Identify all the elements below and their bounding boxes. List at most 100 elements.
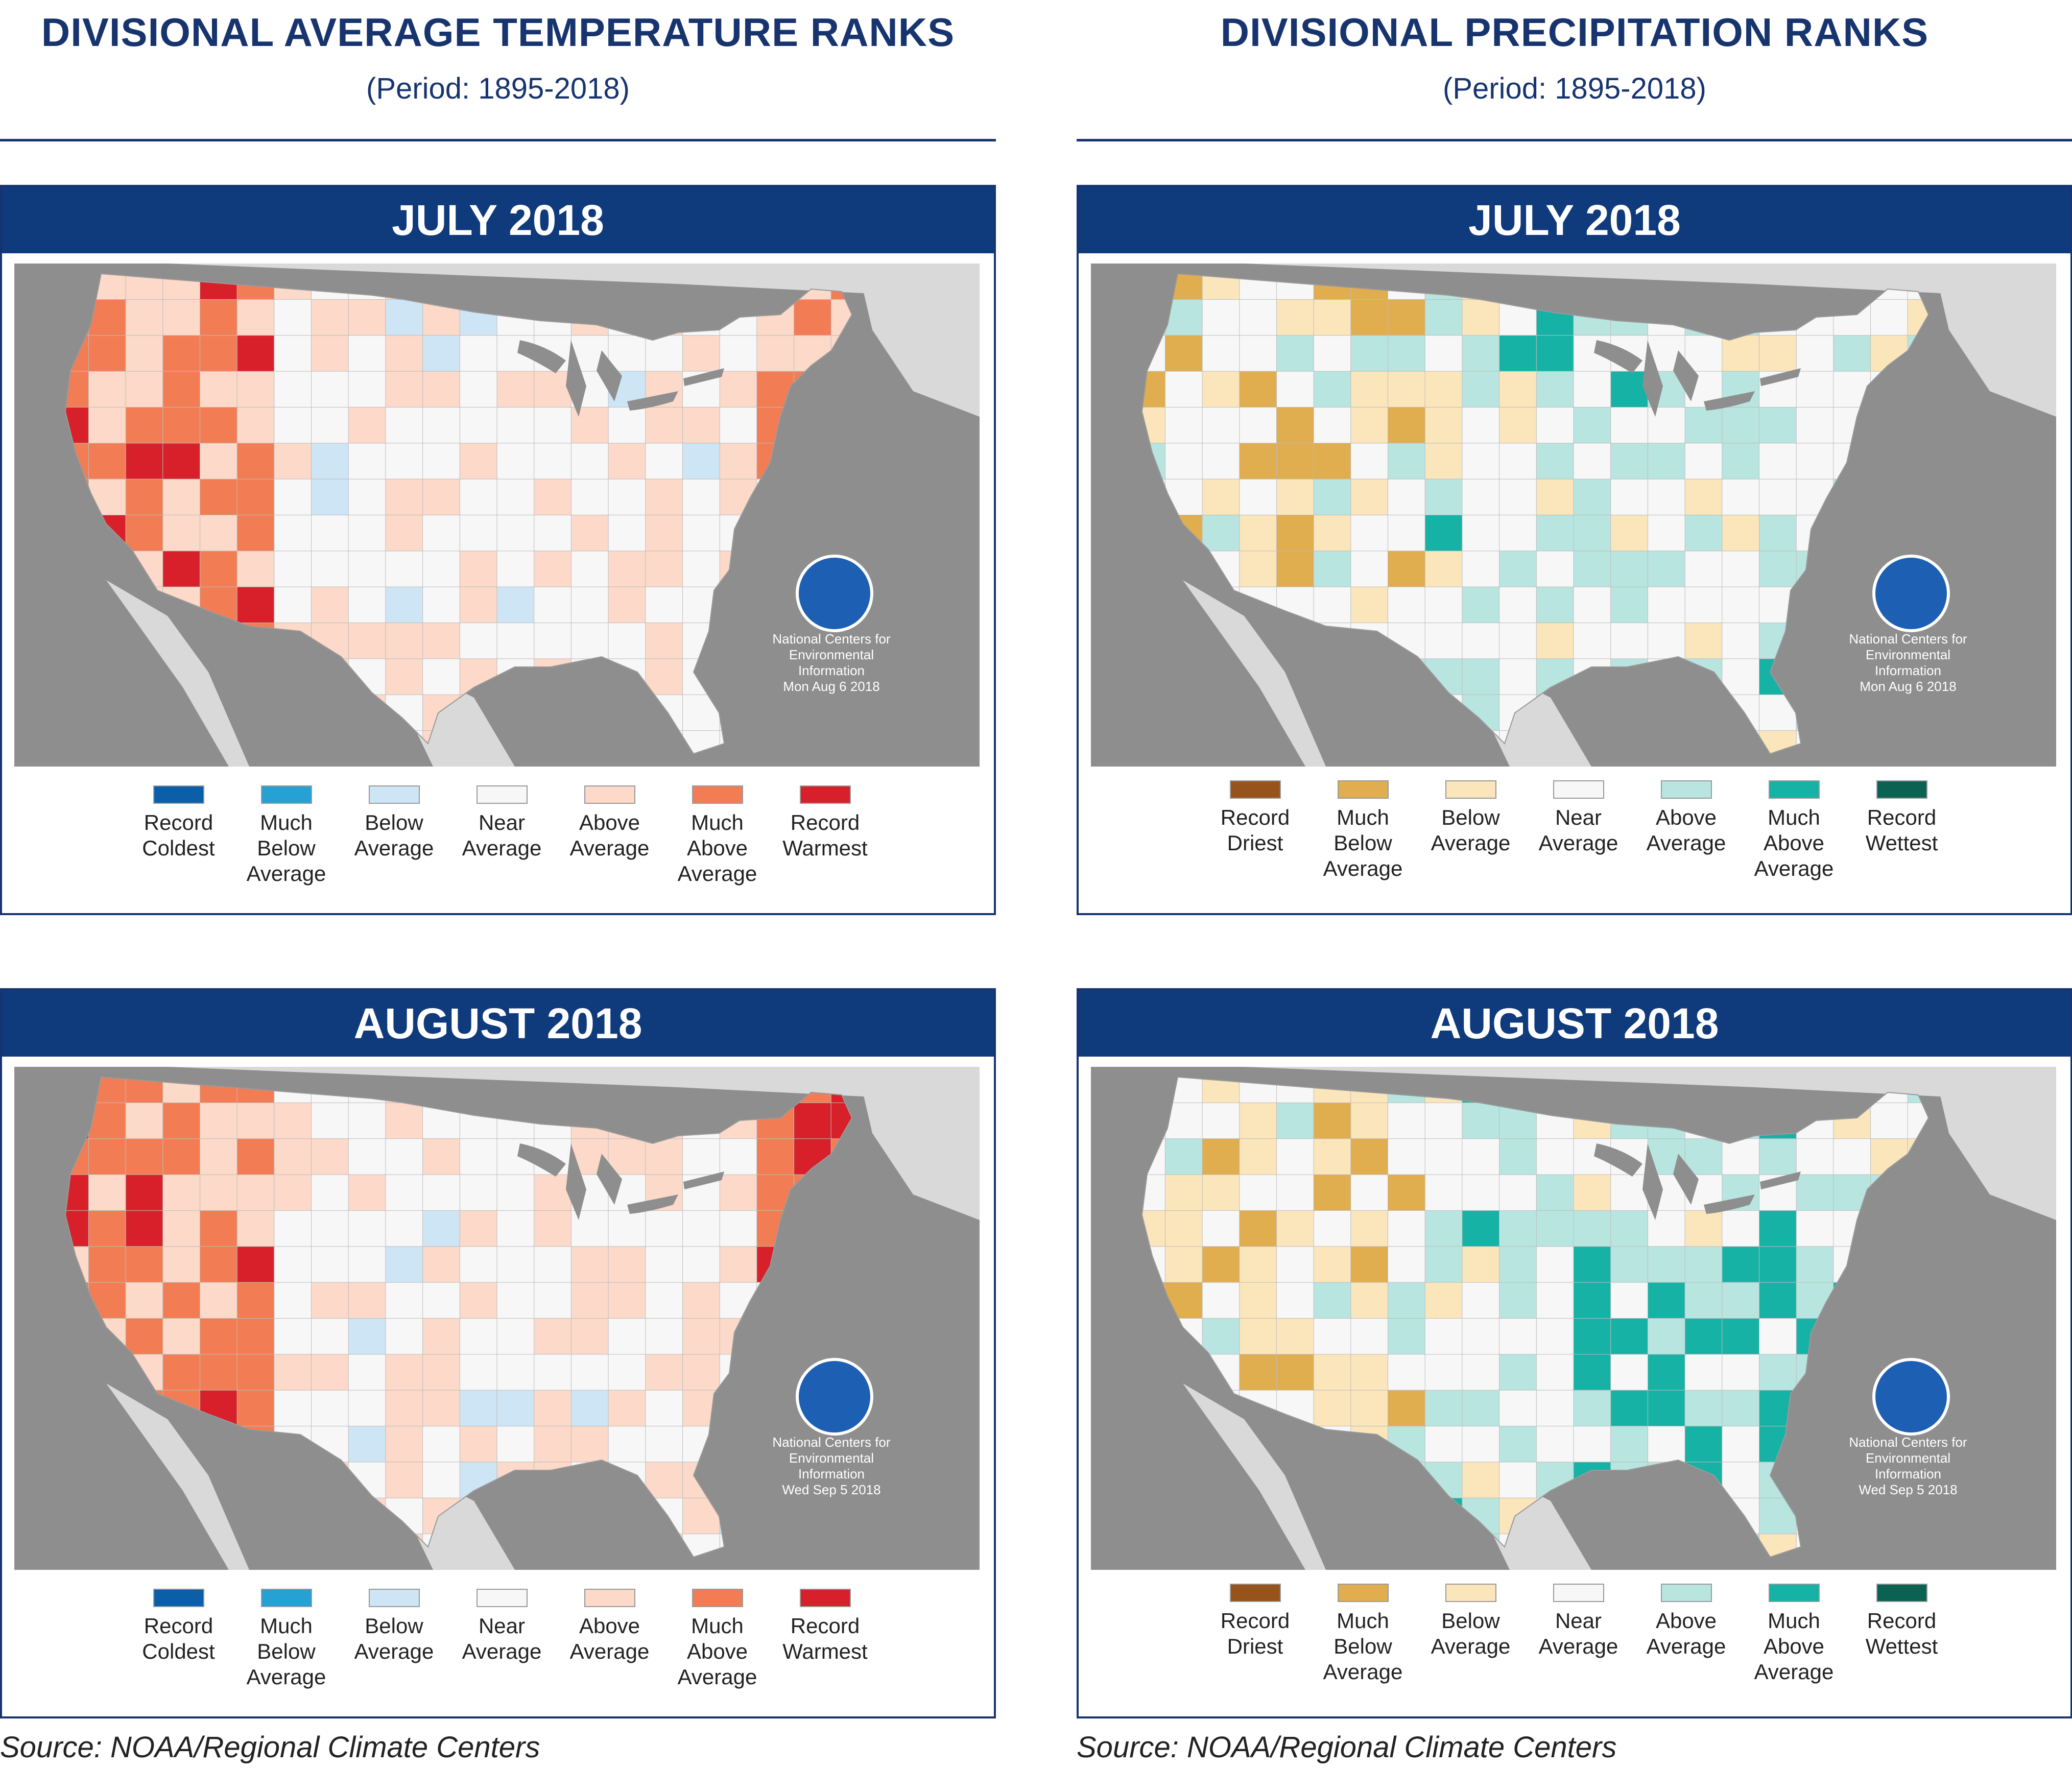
legend-label: Above Average xyxy=(1646,1609,1726,1658)
noaa-credit-text: National Centers for Environmental Infor… xyxy=(1849,631,1967,678)
legend-swatch xyxy=(1229,1584,1281,1602)
legend-item: Record Driest xyxy=(1201,780,1309,856)
us-climate-division-map xyxy=(1091,1067,2056,1570)
divider xyxy=(1077,139,2072,141)
legend-item: Below Average xyxy=(1417,780,1525,856)
legend-label: Below Average xyxy=(1431,805,1511,855)
legend: Record Coldest Much Below Average Below Av… xyxy=(125,1589,880,1711)
legend-label: Near Average xyxy=(1538,1609,1618,1658)
legend-swatch xyxy=(1553,780,1604,799)
noaa-logo xyxy=(1872,1358,1950,1436)
legend-swatch xyxy=(368,1589,420,1607)
noaa-credit: National Centers for Environmental Infor… xyxy=(1811,1435,2005,1498)
legend-item: Above Average xyxy=(1632,780,1740,856)
legend-item: Much Below Average xyxy=(232,785,340,887)
us-climate-division-map xyxy=(14,264,980,767)
legend: Record Coldest Much Below Average Below Av… xyxy=(125,785,880,908)
panel-title: AUGUST 2018 xyxy=(2,990,994,1057)
legend-label: Much Above Average xyxy=(1754,1609,1834,1684)
legend-swatch xyxy=(1337,780,1389,799)
legend-item: Much Above Average xyxy=(1740,1584,1848,1685)
legend-swatch xyxy=(1445,780,1496,799)
source-note: Source: NOAA/Regional Climate Centers xyxy=(0,1731,540,1764)
legend-label: Much Below Average xyxy=(1323,805,1403,880)
map-date: Mon Aug 6 2018 xyxy=(1860,679,1957,694)
legend-swatch xyxy=(476,1589,528,1607)
legend-item: Much Below Average xyxy=(1309,780,1417,881)
legend-item: Near Average xyxy=(448,785,556,861)
column-period: (Period: 1895-2018) xyxy=(1443,72,1706,105)
source-note: Source: NOAA/Regional Climate Centers xyxy=(1077,1731,1617,1764)
map-temp-august: National Centers for Environmental Infor… xyxy=(14,1067,980,1570)
legend-swatch xyxy=(368,785,420,804)
noaa-credit-text: National Centers for Environmental Infor… xyxy=(772,1435,891,1482)
map-date: Mon Aug 6 2018 xyxy=(783,679,880,694)
legend: Record Driest Much Below Average Below Ave… xyxy=(1201,780,1957,903)
us-climate-division-map xyxy=(14,1067,980,1570)
legend-item: Record Wettest xyxy=(1848,780,1956,856)
panel-title: JULY 2018 xyxy=(1079,187,2070,253)
legend-swatch xyxy=(692,785,743,804)
legend: Record Driest Much Below Average Below Ave… xyxy=(1201,1584,1957,1706)
legend-swatch xyxy=(1876,780,1927,799)
legend-label: Record Coldest xyxy=(142,1614,215,1663)
legend-label: Much Above Average xyxy=(1754,805,1834,880)
legend-swatch xyxy=(260,785,312,804)
legend-item: Record Coldest xyxy=(125,1589,232,1664)
legend-item: Below Average xyxy=(340,1589,448,1664)
legend-label: Record Driest xyxy=(1220,1609,1290,1658)
legend-label: Record Warmest xyxy=(782,1614,868,1663)
legend-label: Below Average xyxy=(354,1614,434,1663)
legend-swatch xyxy=(1445,1584,1496,1602)
panel-temp-august: AUGUST 2018 National Centers for Environ… xyxy=(0,988,996,1718)
legend-item: Record Wettest xyxy=(1848,1584,1956,1659)
legend-item: Record Driest xyxy=(1201,1584,1309,1659)
panel-precip-august: AUGUST 2018 National Centers for Environ… xyxy=(1077,988,2072,1718)
noaa-credit: National Centers for Environmental Infor… xyxy=(1811,631,2005,695)
map-precip-august: National Centers for Environmental Infor… xyxy=(1091,1067,2056,1570)
legend-swatch xyxy=(584,785,635,804)
legend-swatch xyxy=(1660,780,1712,799)
legend-item: Above Average xyxy=(1632,1584,1740,1659)
temperature-column: DIVISIONAL AVERAGE TEMPERATURE RANKS (Pe… xyxy=(0,0,996,1792)
legend-swatch xyxy=(1768,780,1820,799)
divider xyxy=(0,139,996,141)
legend-label: Record Warmest xyxy=(782,810,868,860)
legend-label: Near Average xyxy=(462,810,542,860)
panel-temp-july: JULY 2018 National Centers for Environme… xyxy=(0,185,996,915)
legend-item: Record Warmest xyxy=(771,1589,879,1664)
legend-item: Above Average xyxy=(556,1589,663,1664)
column-title: DIVISIONAL AVERAGE TEMPERATURE RANKS xyxy=(41,10,955,55)
legend-item: Near Average xyxy=(1525,780,1632,856)
legend-label: Near Average xyxy=(1538,805,1618,855)
column-period: (Period: 1895-2018) xyxy=(366,72,630,105)
noaa-logo xyxy=(796,555,873,632)
legend-label: Record Wettest xyxy=(1865,805,1938,855)
noaa-credit-text: National Centers for Environmental Infor… xyxy=(772,631,891,678)
legend-item: Much Below Average xyxy=(232,1589,340,1690)
legend-swatch xyxy=(692,1589,743,1607)
noaa-logo xyxy=(1872,555,1950,632)
map-date: Wed Sep 5 2018 xyxy=(782,1482,881,1497)
legend-swatch xyxy=(1337,1584,1389,1602)
legend-item: Much Above Average xyxy=(663,785,771,887)
legend-label: Much Below Average xyxy=(1323,1609,1403,1684)
noaa-credit-text: National Centers for Environmental Infor… xyxy=(1849,1435,1967,1482)
panel-precip-july: JULY 2018 National Centers for Environme… xyxy=(1077,185,2072,915)
legend-item: Near Average xyxy=(448,1589,556,1664)
legend-label: Below Average xyxy=(1431,1609,1511,1658)
legend-item: Record Warmest xyxy=(771,785,879,861)
legend-swatch xyxy=(1876,1584,1927,1602)
us-climate-division-map xyxy=(1091,264,2056,767)
legend-label: Near Average xyxy=(462,1614,542,1663)
legend-label: Below Average xyxy=(354,810,434,860)
legend-label: Record Coldest xyxy=(142,810,215,860)
legend-item: Much Above Average xyxy=(1740,780,1848,881)
legend-item: Near Average xyxy=(1525,1584,1632,1659)
noaa-credit: National Centers for Environmental Infor… xyxy=(734,631,928,695)
legend-label: Much Below Average xyxy=(246,810,326,886)
legend-label: Much Below Average xyxy=(246,1614,326,1689)
panel-title: JULY 2018 xyxy=(2,187,994,253)
legend-swatch xyxy=(584,1589,635,1607)
legend-swatch xyxy=(1229,780,1281,799)
